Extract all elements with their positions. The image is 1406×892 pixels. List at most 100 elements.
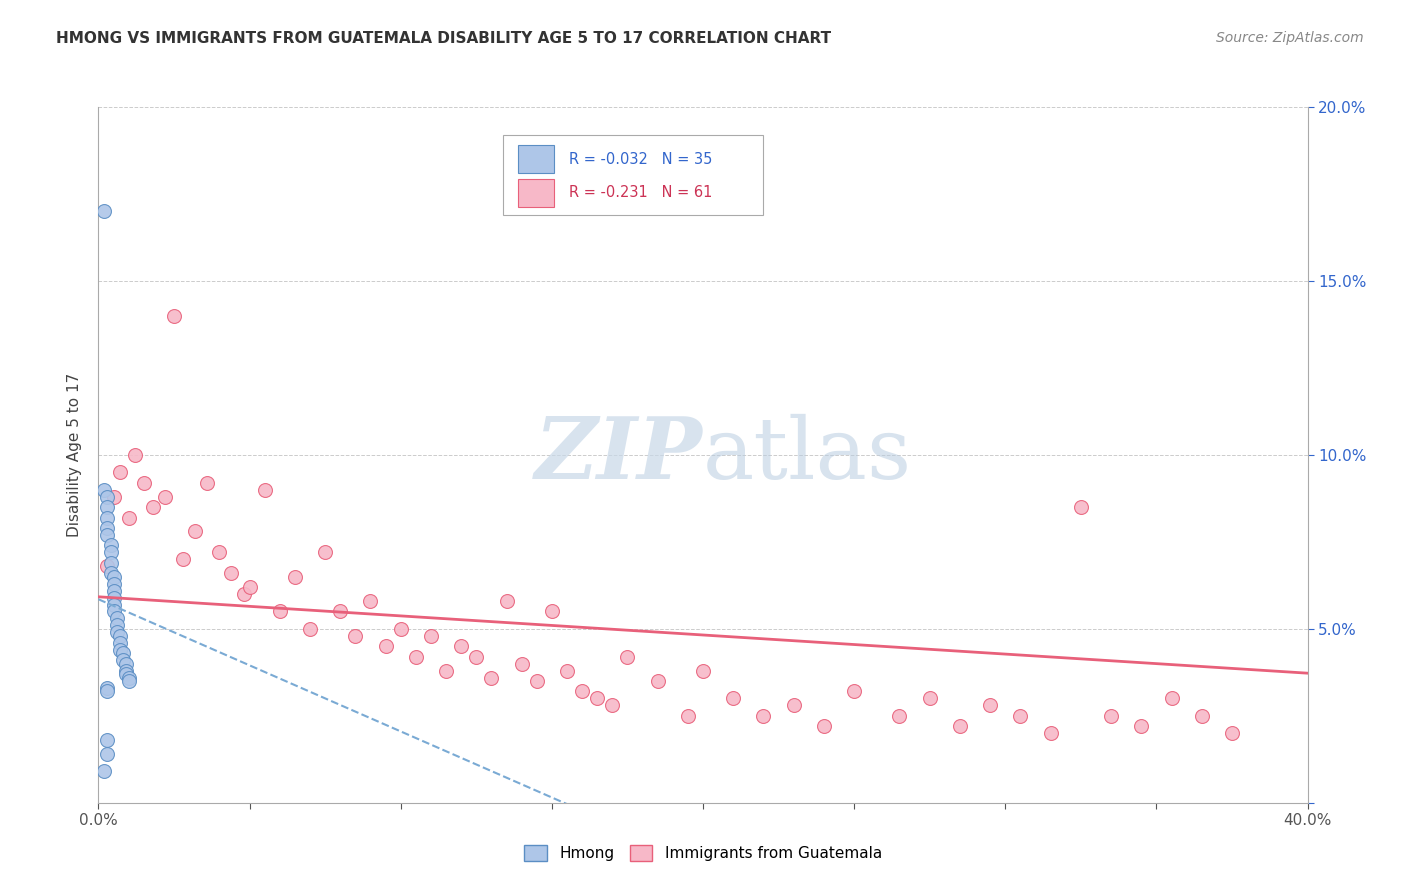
- Legend: Hmong, Immigrants from Guatemala: Hmong, Immigrants from Guatemala: [524, 846, 882, 862]
- Point: [405, 649, 427, 664]
- Point: [96, 733, 118, 747]
- Point: [195, 475, 218, 490]
- Point: [360, 594, 382, 608]
- Point: [1010, 708, 1032, 723]
- Point: [108, 636, 131, 650]
- Point: [510, 657, 533, 671]
- Point: [616, 649, 638, 664]
- Text: Source: ZipAtlas.com: Source: ZipAtlas.com: [1216, 31, 1364, 45]
- Point: [108, 629, 131, 643]
- Text: ZIP: ZIP: [536, 413, 703, 497]
- Point: [96, 681, 118, 695]
- Point: [481, 671, 503, 685]
- Point: [103, 605, 125, 619]
- Point: [299, 622, 322, 636]
- Point: [93, 764, 115, 779]
- Point: [692, 664, 714, 678]
- Point: [813, 719, 835, 733]
- Point: [100, 538, 122, 552]
- Point: [184, 524, 207, 539]
- Point: [103, 598, 125, 612]
- Point: [602, 698, 624, 713]
- Point: [96, 747, 118, 761]
- Point: [1191, 708, 1213, 723]
- Text: R = -0.231   N = 61: R = -0.231 N = 61: [569, 186, 713, 200]
- Point: [100, 545, 122, 559]
- Point: [586, 691, 609, 706]
- Point: [103, 570, 125, 584]
- Point: [96, 521, 118, 535]
- Point: [114, 664, 136, 678]
- Point: [889, 708, 911, 723]
- Point: [450, 639, 472, 653]
- Point: [96, 500, 118, 514]
- Point: [118, 510, 141, 524]
- Point: [96, 684, 118, 698]
- Point: [221, 566, 243, 581]
- Text: R = -0.032   N = 35: R = -0.032 N = 35: [569, 152, 713, 167]
- Point: [114, 667, 136, 681]
- Point: [93, 204, 115, 219]
- Point: [105, 611, 128, 625]
- Point: [1070, 500, 1092, 514]
- Point: [163, 309, 186, 323]
- Point: [949, 719, 972, 733]
- Point: [132, 475, 155, 490]
- Point: [105, 625, 128, 640]
- Point: [918, 691, 941, 706]
- Point: [96, 528, 118, 542]
- Point: [103, 591, 125, 605]
- Point: [253, 483, 276, 497]
- Point: [208, 545, 231, 559]
- Point: [526, 674, 548, 689]
- Point: [314, 545, 336, 559]
- Point: [1099, 708, 1122, 723]
- Point: [647, 674, 669, 689]
- Point: [540, 605, 562, 619]
- Point: [239, 580, 262, 594]
- Point: [105, 618, 128, 632]
- Point: [96, 510, 118, 524]
- Point: [1039, 726, 1062, 740]
- Point: [752, 708, 775, 723]
- Point: [96, 490, 118, 504]
- Point: [108, 466, 131, 480]
- Point: [103, 576, 125, 591]
- FancyBboxPatch shape: [503, 135, 763, 215]
- Point: [844, 684, 866, 698]
- Point: [118, 674, 141, 689]
- Point: [284, 570, 307, 584]
- Point: [389, 622, 412, 636]
- Y-axis label: Disability Age 5 to 17: Disability Age 5 to 17: [67, 373, 83, 537]
- Point: [783, 698, 806, 713]
- Point: [232, 587, 254, 601]
- Point: [96, 559, 118, 574]
- FancyBboxPatch shape: [517, 178, 554, 207]
- Text: atlas: atlas: [703, 413, 912, 497]
- Point: [1160, 691, 1182, 706]
- Point: [344, 629, 367, 643]
- Point: [269, 605, 291, 619]
- Point: [93, 483, 115, 497]
- Point: [434, 664, 457, 678]
- Point: [172, 552, 194, 566]
- Point: [979, 698, 1001, 713]
- Point: [111, 653, 134, 667]
- Point: [465, 649, 488, 664]
- Point: [124, 448, 146, 462]
- Point: [108, 642, 131, 657]
- Point: [723, 691, 745, 706]
- Point: [1220, 726, 1243, 740]
- Point: [118, 671, 141, 685]
- Point: [420, 629, 443, 643]
- Point: [676, 708, 699, 723]
- Point: [571, 684, 593, 698]
- Point: [103, 490, 125, 504]
- Point: [100, 556, 122, 570]
- Point: [103, 583, 125, 598]
- Point: [111, 646, 134, 660]
- Point: [495, 594, 517, 608]
- Text: HMONG VS IMMIGRANTS FROM GUATEMALA DISABILITY AGE 5 TO 17 CORRELATION CHART: HMONG VS IMMIGRANTS FROM GUATEMALA DISAB…: [56, 31, 831, 46]
- Point: [374, 639, 396, 653]
- Point: [329, 605, 352, 619]
